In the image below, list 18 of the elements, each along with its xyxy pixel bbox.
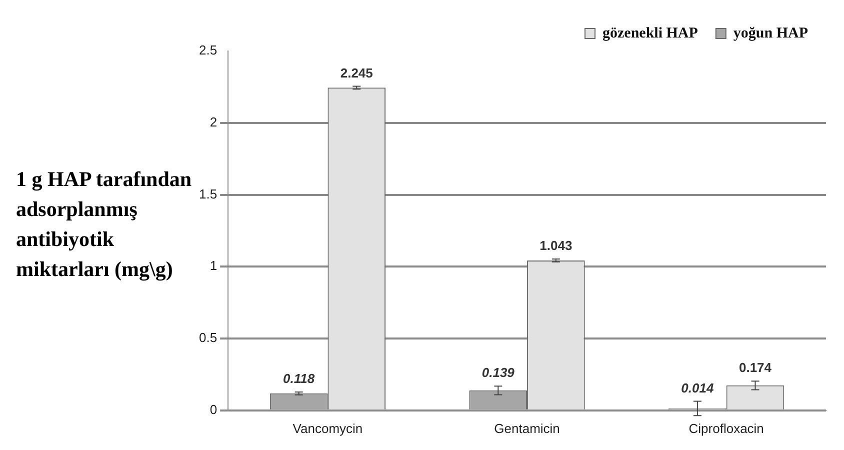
data-label: 1.043 — [540, 238, 572, 254]
data-label: 2.245 — [340, 65, 373, 80]
data-label: 0.174 — [738, 360, 772, 376]
y-tick-label: 1 — [210, 258, 218, 274]
x-tick-label: Gentamicin — [494, 420, 560, 436]
y-tick-label: 2 — [210, 114, 218, 130]
data-label: 0.014 — [681, 380, 714, 396]
y-tick-label: 2.5 — [198, 42, 218, 58]
y-tick-label: 1.5 — [198, 186, 218, 202]
legend-label: gözenekli HAP — [602, 25, 698, 42]
y-tick-label: 0 — [210, 402, 218, 417]
y-tick-label: 0.5 — [198, 330, 218, 346]
data-label: 0.139 — [482, 365, 516, 380]
legend-label: yoğun HAP — [733, 25, 808, 42]
x-tick-label: Ciprofloxacin — [688, 420, 764, 436]
x-tick-label: Vancomycin — [292, 420, 363, 436]
y-axis-title: 1 g HAP tarafından adsorplanmış antibiyotik miktarları (mg\g) — [15, 166, 193, 283]
data-label: 0.118 — [283, 371, 316, 386]
